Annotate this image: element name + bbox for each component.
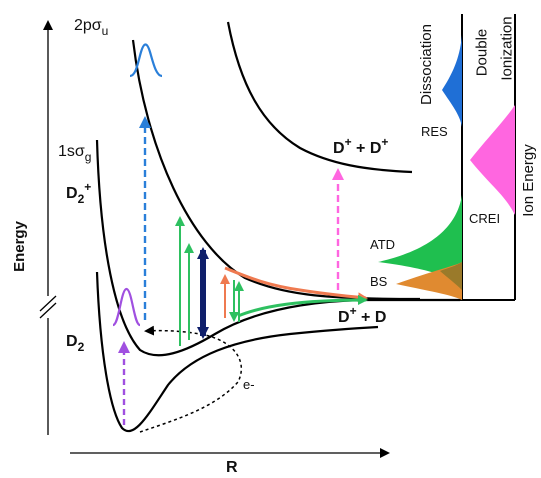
crei-label: CREI (469, 211, 501, 226)
electron-trajectory (139, 325, 243, 433)
axis-break-mark (39, 302, 57, 319)
label-dissociation-limit: D+ + D (338, 304, 387, 326)
curve-1s-sigma-g (95, 139, 460, 357)
bs-dissociation-path (224, 266, 368, 303)
wavepacket-2p-sigma-u (129, 43, 163, 78)
crei-peak (470, 105, 515, 215)
label-d2-neutral: D2 (66, 333, 85, 354)
double-title-line2: Ionization (498, 16, 516, 81)
r-axis-label: R (226, 459, 238, 476)
ion-energy-title: Ion Energy (519, 144, 537, 217)
atd-dissociation-path (237, 295, 368, 318)
dissociation-title: Dissociation (417, 24, 435, 105)
label-1s-sigma-g: 1sσg (58, 143, 92, 164)
overlap-peak-region (440, 262, 462, 290)
electron-label: e- (243, 377, 255, 392)
energy-axis-label: Energy (10, 221, 28, 272)
label-2p-sigma-u: 2pσu (74, 17, 109, 38)
double-title-line1: Double (473, 28, 491, 77)
upper-repulsive-curve (226, 21, 413, 174)
atd-peak (378, 195, 462, 290)
wavepacket-d2-ion (112, 287, 141, 327)
res-peak (442, 35, 462, 127)
res-label: RES (421, 124, 448, 139)
curve-d2-neutral (95, 271, 379, 433)
energy-axis (39, 20, 57, 435)
label-d2-ion: D2+ (66, 180, 92, 206)
label-coulomb-limit: D+ + D+ (333, 135, 389, 157)
atd-label: ATD (370, 237, 396, 252)
bs-label: BS (370, 274, 388, 289)
